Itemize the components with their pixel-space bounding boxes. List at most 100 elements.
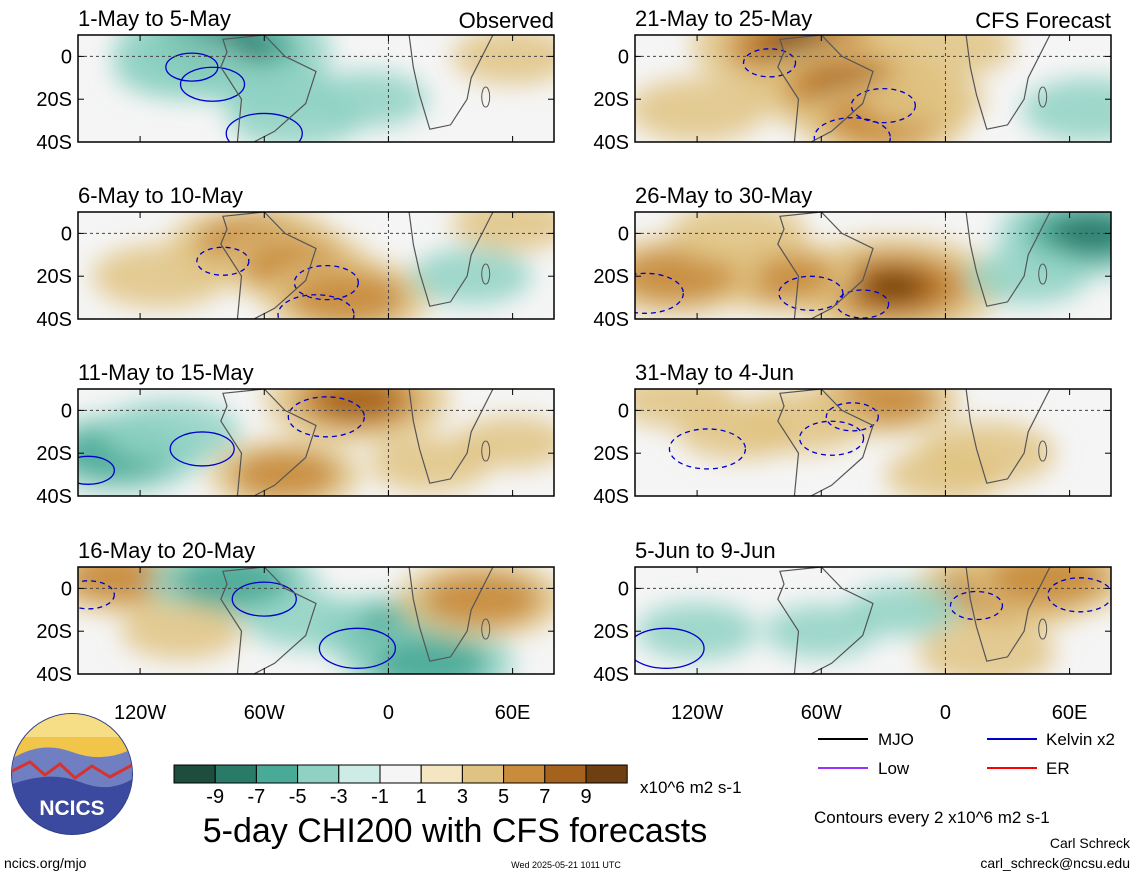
y-tick-label: 40S (593, 309, 629, 331)
chi200-anomaly (876, 35, 1015, 78)
madagascar-outline (481, 86, 491, 108)
africa-outline (405, 35, 494, 130)
y-tick-label: 20S (36, 621, 72, 643)
chi200-anomaly (213, 60, 336, 117)
africa-outline (962, 389, 1051, 484)
kelvin-contour (225, 112, 303, 142)
chi200-anomaly (102, 399, 240, 465)
colorbar-swatch (214, 764, 257, 784)
contours-note: Contours every 2 x10^6 m2 s-1 (814, 808, 1050, 827)
chi200-anomaly (918, 620, 1056, 674)
kelvin-contour (169, 431, 235, 467)
map-panel: 0 20S 40S 1-May to 5-May Observed (36, 6, 555, 154)
colorbar-swatch (379, 764, 422, 784)
chi200-anomaly (967, 247, 1090, 305)
legend-label-er: ER (1046, 759, 1070, 778)
kelvin-contour (318, 627, 397, 669)
kelvin-contour (798, 420, 865, 456)
map-panel: 0 20S 40S 5-Jun to 9-Jun (593, 538, 1112, 686)
legend-label-kelvin: Kelvin x2 (1046, 730, 1115, 749)
x-tick-label: 0 (383, 702, 394, 724)
chi200-anomaly (863, 70, 986, 128)
colorbar-tick-label: 1 (416, 786, 427, 808)
chi200-anomaly (764, 604, 879, 658)
footer-email: carl_schreck@ncsu.edu (980, 855, 1130, 871)
panel-title: 1-May to 5-May (78, 6, 231, 31)
madagascar-outline (1038, 440, 1048, 462)
africa-outline (962, 35, 1051, 130)
map-panel: 0 20S 40S 31-May to 4-Jun (593, 360, 1112, 508)
chi200-anomaly (635, 389, 738, 429)
logo-text: NCICS (39, 797, 104, 820)
kelvin-contour (293, 264, 359, 301)
madagascar-outline (481, 263, 491, 285)
colorbar-unit: x10^6 m2 s-1 (640, 778, 742, 797)
africa-outline (405, 567, 494, 662)
map-panel: 0 20S 40S 21-May to 25-May CFS Forecast (593, 6, 1112, 154)
footer-url: ncics.org/mjo (4, 855, 87, 871)
y-tick-label: 40S (36, 664, 72, 686)
y-tick-label: 20S (36, 266, 72, 288)
y-tick-label: 20S (36, 89, 72, 111)
legend-label-mjo: MJO (878, 730, 914, 749)
kelvin-contour (287, 396, 365, 438)
madagascar-outline (481, 440, 491, 462)
colorbar-tick-label: -7 (248, 786, 266, 808)
kelvin-contour (231, 581, 297, 617)
chi200-anomaly (669, 212, 808, 266)
colorbar-swatch (297, 764, 340, 784)
kelvin-contour (742, 48, 797, 78)
chi200-anomaly (91, 243, 230, 309)
africa-outline (405, 389, 494, 484)
panel-title: 31-May to 4-Jun (635, 360, 794, 385)
y-tick-label: 0 (618, 578, 629, 600)
chi200-anomaly (451, 212, 554, 252)
panel-title: 21-May to 25-May (635, 6, 812, 31)
kelvin-contour (196, 246, 250, 276)
main-title: 5-day CHI200 with CFS forecasts (203, 812, 708, 850)
x-tick-label: 60W (801, 702, 842, 724)
colorbar-swatch (461, 764, 505, 784)
colorbar-swatch (420, 764, 463, 784)
panel-frame (77, 211, 555, 320)
chi200-anomaly (636, 602, 758, 660)
colorbar-tick-label: 5 (498, 786, 509, 808)
y-tick-label: 0 (618, 46, 629, 68)
y-tick-label: 20S (593, 89, 629, 111)
panel-frame (77, 388, 555, 497)
y-tick-label: 20S (593, 443, 629, 465)
colorbar-tick-label: 7 (539, 786, 550, 808)
chi200-anomaly (410, 247, 533, 305)
panel-label: CFS Forecast (975, 8, 1111, 33)
kelvin-contour (949, 590, 1004, 621)
panel-frame (77, 566, 555, 675)
x-tick-label: 60E (495, 702, 531, 724)
y-tick-label: 0 (618, 400, 629, 422)
y-tick-label: 20S (593, 621, 629, 643)
y-tick-label: 40S (593, 664, 629, 686)
panel-frame (77, 34, 555, 143)
colorbar-tick-label: -5 (289, 786, 307, 808)
colorbar-swatch (173, 764, 216, 784)
panel-frame (634, 34, 1112, 143)
kelvin-contour (78, 580, 115, 610)
kelvin-contour (1047, 577, 1111, 613)
panel-title: 26-May to 30-May (635, 183, 812, 208)
colorbar-swatch (544, 764, 587, 784)
panel-title: 16-May to 20-May (78, 538, 255, 563)
africa-outline (962, 212, 1051, 307)
colorbar-swatch (338, 764, 381, 784)
y-tick-label: 0 (61, 400, 72, 422)
colorbar-tick-label: -1 (371, 786, 389, 808)
panel-frame (634, 566, 1112, 675)
map-panels: 0 20S 40S 1-May to 5-May Observed 0 20S 40S 6-Ma… (36, 6, 1112, 686)
map-panel: 0 20S 40S 6-May to 10-May (36, 183, 555, 331)
map-panel: 0 20S 40S 16-May to 20-May (36, 538, 555, 686)
y-tick-label: 0 (61, 46, 72, 68)
chi200-anomaly (847, 583, 961, 637)
madagascar-outline (1038, 263, 1048, 285)
x-tick-label: 60W (244, 702, 285, 724)
x-tick-label: 60E (1052, 702, 1088, 724)
